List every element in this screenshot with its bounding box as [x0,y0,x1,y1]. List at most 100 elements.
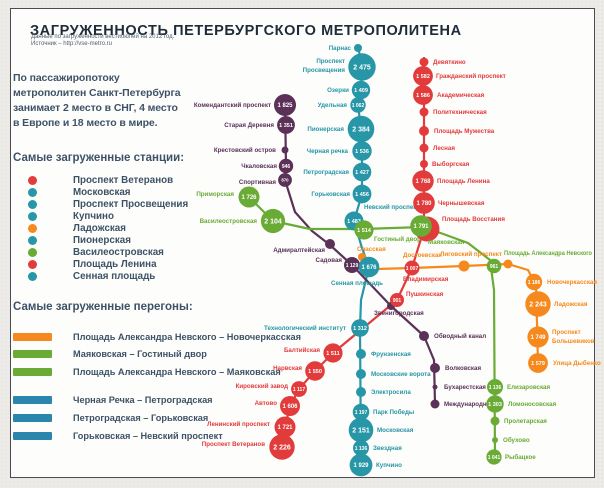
station-value: 1 780 [416,201,432,207]
legend-segment-item: Петроградская – Горьковская [13,413,208,423]
station-circle [486,449,502,465]
station-label: Проспект [316,58,345,65]
station-circle [525,273,543,291]
station-label: Фрунзенская [371,351,411,358]
station-dot [419,57,429,67]
station-value: 1 062 [352,103,365,109]
station-label: Пионерская [307,126,344,133]
station-label: Горьковская [311,191,350,198]
station-label: Выборгская [432,161,470,168]
station-circle [349,453,373,477]
station-circle [344,257,360,273]
station-value: 1 726 [241,195,257,201]
station-circle [390,293,404,307]
station-value: 2 226 [273,445,291,452]
station-label: Озерки [327,87,349,94]
station-label: Садовая [316,257,343,264]
station-dot [419,331,429,341]
station-label-line2: Просвещения [303,67,346,74]
station-label: Чернышевская [438,200,485,207]
station-label: Адмиралтейская [273,247,325,254]
line-color-dot [28,187,37,197]
station-value: 1 351 [279,123,293,129]
station-value: 1 136 [355,446,368,452]
station-circle [525,291,551,317]
legend-station-label: Проспект Ветеранов [73,174,174,186]
station-circle [280,396,300,416]
legend-segment-label: Горьковская – Невский проспект [73,430,223,441]
source-note-line1: Данные по загруженности вестибюлей на 20… [31,34,175,40]
station-circle [410,215,432,237]
legend-segment-item: Площадь Александра Невского – Новочеркас… [13,331,301,342]
station-dot [419,143,429,153]
segments-legend-heading: Самые загруженные перегоны: [13,301,193,313]
legend-segment-label: Черная Речка – Петроградская [73,394,213,405]
legend-segment-item: Черная Речка – Петроградская [13,394,213,405]
legend-segment-label: Маяковская – Гостиный двор [73,348,207,359]
station-label: Балтийская [284,347,320,354]
station-label: Площадь Александра Невского [504,250,592,257]
station-label: Черная речка [307,148,349,155]
station-label: Бухарестская [444,384,486,391]
station-circle [350,97,366,113]
station-value: 2 104 [264,219,282,226]
station-label: Технологический институт [264,325,346,332]
line-color-dot [28,211,37,221]
station-label: Звездная [373,445,402,452]
station-circle [352,403,370,421]
legend-station-label: Площадь Ленина [73,258,157,270]
legend-segment-item: Маяковская – Гостиный двор [13,348,207,359]
station-label: Невский проспект [364,204,419,211]
station-value: 2 384 [352,127,370,134]
station-value: 1 197 [355,410,368,416]
station-dot [356,369,366,379]
station-label: Новочеркасская [547,279,597,286]
line-color-dot [28,223,37,233]
station-value: 1 749 [530,335,546,341]
station-value: 1 514 [357,228,372,234]
station-value: 1 427 [355,170,369,176]
station-circle [486,258,502,274]
station-dot [430,363,440,373]
station-value: 1 041 [488,455,501,461]
station-value: 1 825 [277,103,293,109]
legend-station-label: Московская [73,186,131,198]
station-label: Нарвская [273,365,302,372]
page-title: ЗАГРУЖЕННОСТЬ ПЕТЕРБУРГСКОГО МЕТРОПОЛИТЕ… [30,22,462,39]
legend-station-label: Ладожская [73,222,126,234]
station-value: 1 409 [354,88,368,94]
legend-station-item: Московская [28,186,188,198]
station-circle [353,440,369,456]
station-circle [352,184,372,204]
station-value: 2 475 [353,65,371,72]
legend-station-label: Купчино [73,210,114,222]
station-circle [291,381,307,397]
station-circle [354,220,374,240]
station-dot [356,349,366,359]
station-circle [358,256,380,278]
legend-station-label: Проспект Просвещения [73,198,189,210]
legend-station-item: Проспект Ветеранов [28,174,188,186]
station-value: 901 [393,298,402,304]
station-label: Старая Деревня [224,122,274,129]
station-label: Сенная площадь [331,280,383,287]
station-circle [278,173,292,187]
station-dot [419,107,429,117]
station-circle [274,416,296,438]
station-label: Улица Дыбенко [553,360,601,367]
line-color-bar [13,349,52,358]
station-circle [323,343,343,363]
station-label: Парк Победы [373,409,414,416]
line-color-dot [28,247,37,257]
station-label: Парнас [329,45,352,52]
station-label: Академическая [437,92,485,99]
station-circle [527,326,549,348]
station-value: 1 536 [355,149,369,155]
legend-segment-label: Площадь Александра Невского – Новочеркас… [73,331,301,342]
station-value: 946 [282,164,291,170]
station-label: Василеостровская [200,218,258,225]
station-dot [325,239,335,249]
line-color-dot [28,199,37,209]
station-circle [352,162,372,182]
